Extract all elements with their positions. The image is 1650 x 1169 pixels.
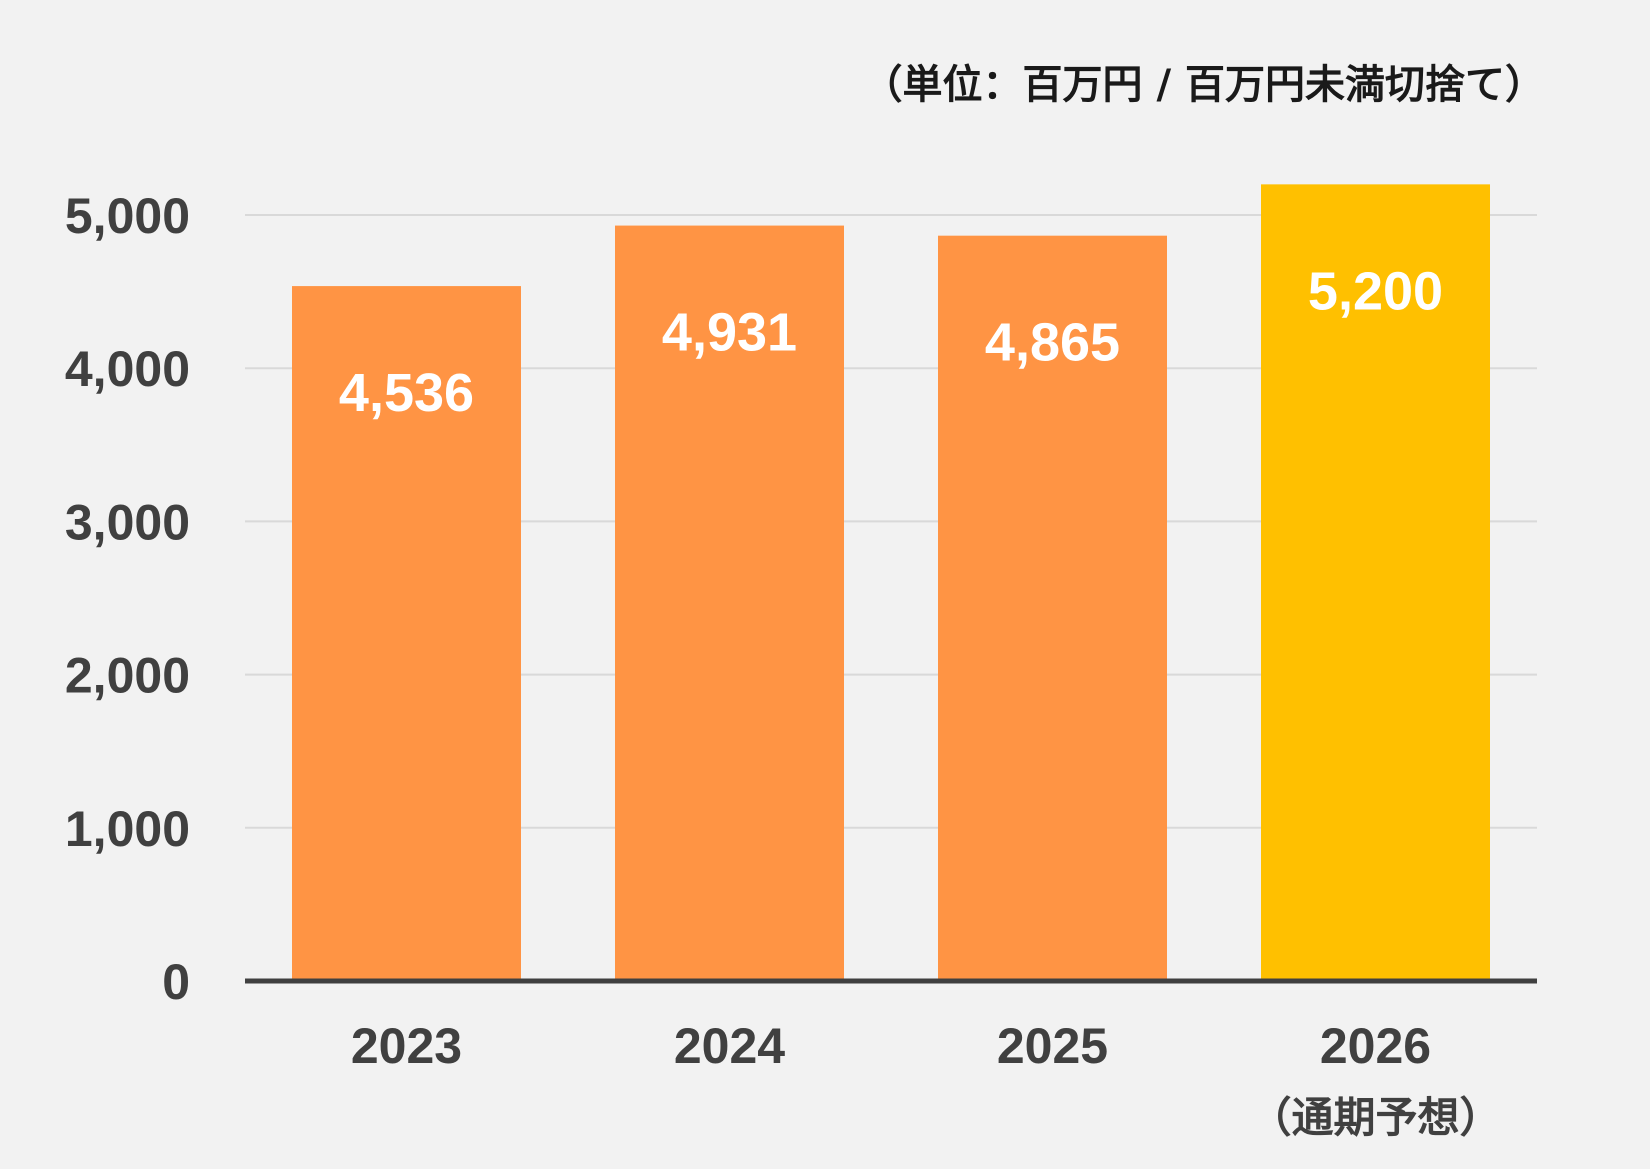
data-label: 4,931: [662, 303, 797, 363]
bar: [1261, 184, 1490, 982]
bar: [615, 225, 844, 981]
x-axis-labels: 2023 2024 2025 2026 （通期予想）: [351, 1018, 1502, 1142]
data-label: 4,536: [339, 363, 474, 423]
x-tick-label: 2023: [351, 1018, 462, 1074]
y-tick-label: 5,000: [65, 188, 190, 244]
y-tick-label: 3,000: [65, 494, 190, 550]
x-tick-label: 2024: [674, 1018, 785, 1074]
bar: [938, 235, 1167, 981]
y-tick-label: 4,000: [65, 341, 190, 397]
y-axis-ticks: 0 1,000 2,000 3,000 4,000 5,000: [65, 188, 190, 1010]
y-tick-label: 1,000: [65, 801, 190, 857]
unit-note: （単位：百万円 / 百万円未満切捨て）: [863, 62, 1545, 108]
bar: [292, 286, 521, 981]
x-tick-label: 2025: [997, 1018, 1108, 1074]
data-labels: 4,536 4,931 4,865 5,200: [339, 261, 1443, 423]
x-tick-sublabel: （通期予想）: [1249, 1093, 1501, 1142]
bars: [292, 184, 1490, 982]
x-tick-label: 2026: [1320, 1018, 1431, 1074]
data-label: 4,865: [985, 313, 1120, 373]
y-tick-label: 0: [162, 954, 190, 1010]
y-tick-label: 2,000: [65, 648, 190, 704]
data-label: 5,200: [1308, 261, 1443, 321]
